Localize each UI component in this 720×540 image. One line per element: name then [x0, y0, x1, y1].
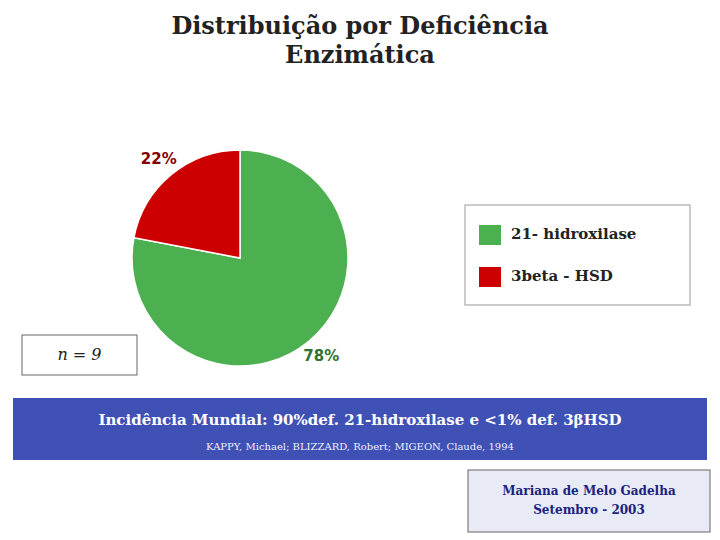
text-line: Distribuição por Deficiência [171, 11, 548, 40]
annotation: KAPPY, Michael; BLIZZARD, Robert; MIGEON… [206, 441, 514, 452]
data-label: 22% [141, 150, 177, 168]
legend-swatch [479, 267, 501, 287]
title: Distribuição por DeficiênciaEnzimática [171, 11, 548, 69]
banner [13, 398, 707, 460]
pie-slice [134, 150, 240, 258]
text-line: Setembro - 2003 [533, 503, 645, 517]
legend-swatch [479, 225, 501, 245]
data-label: 78% [303, 347, 339, 365]
annotation-box [22, 335, 137, 375]
annotation: n = 9 [57, 345, 101, 364]
legend-box [465, 205, 690, 305]
pie [132, 150, 348, 366]
annotation: Mariana de Melo Gadelha Setembro - 2003 [502, 484, 676, 517]
legend-entry: 3beta - HSD [511, 267, 613, 285]
annotation-box [468, 470, 710, 532]
text-line: Enzimática [285, 40, 435, 69]
legend-entry: 21- hidroxilase [511, 225, 636, 243]
legend: 21- hidroxilase 3beta - HSD [465, 205, 690, 305]
text-line: Mariana de Melo Gadelha [502, 484, 676, 498]
annotation: Incidência Mundial: 90%def. 21-hidroxila… [98, 411, 621, 429]
pie-slice [132, 150, 348, 366]
chart: Distribuição por DeficiênciaEnzimática 78… [0, 0, 720, 540]
